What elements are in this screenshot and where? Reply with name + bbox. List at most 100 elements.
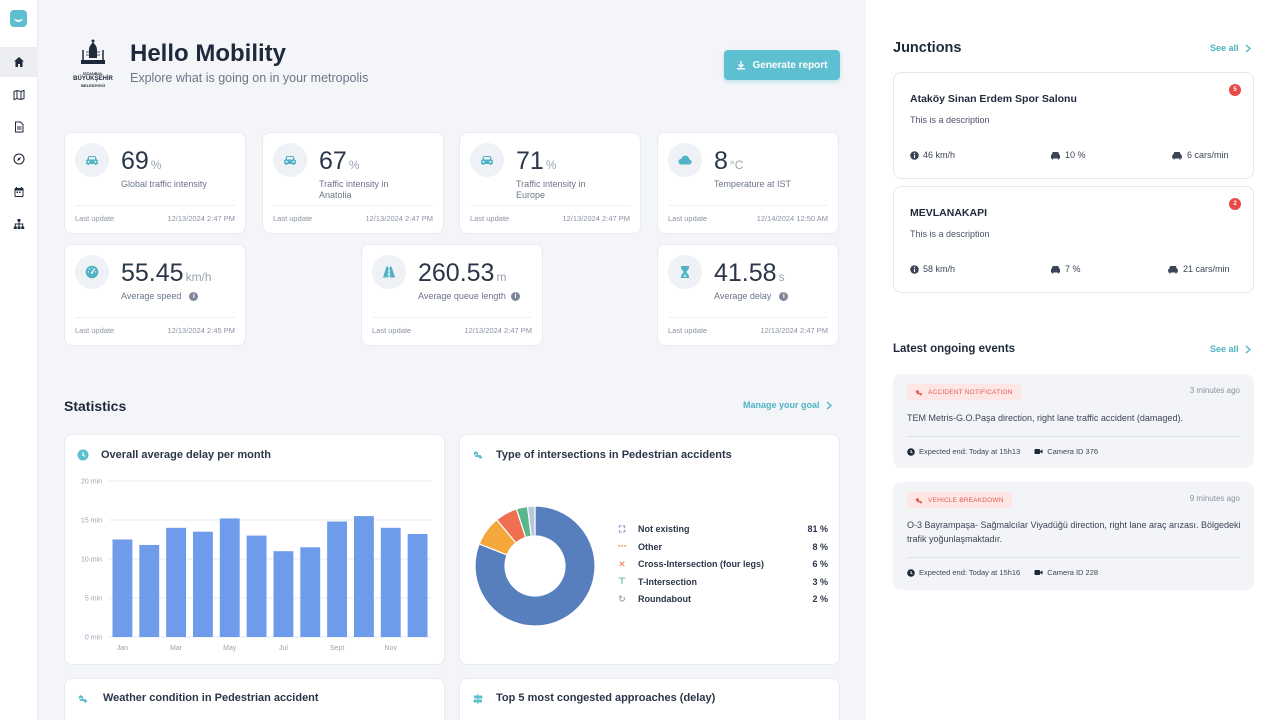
calendar-icon bbox=[14, 187, 24, 197]
junction-alert-badge: 5 bbox=[1229, 84, 1241, 96]
kpi-icon-wrap bbox=[668, 143, 702, 177]
kpi-label: Traffic intensity in Europe bbox=[516, 179, 586, 200]
info-icon[interactable]: i bbox=[779, 292, 789, 302]
legend-label: Not existing bbox=[638, 524, 690, 534]
kpi-value: 67% bbox=[319, 147, 360, 175]
car-icon bbox=[284, 156, 296, 165]
cars-icon bbox=[1168, 265, 1178, 273]
x-tick-label: Sept bbox=[330, 645, 344, 652]
legend-icon: ↻ bbox=[618, 593, 626, 604]
sidebar-item-calendar[interactable] bbox=[0, 177, 38, 207]
pedestrian-accident-icon bbox=[473, 451, 483, 459]
chevron-right-icon bbox=[826, 401, 832, 409]
kpi-icon-wrap bbox=[273, 143, 307, 177]
x-tick-label: Jan bbox=[117, 645, 128, 652]
x-tick-label: May bbox=[223, 645, 237, 652]
kpi-value: 260.53 m bbox=[418, 259, 507, 287]
y-tick-label: 0 min bbox=[85, 635, 102, 642]
legend-label: Cross-Intersection (four legs) bbox=[638, 559, 765, 569]
camera-icon bbox=[1034, 449, 1043, 454]
clock-icon bbox=[907, 447, 915, 456]
accident-icon bbox=[915, 497, 923, 503]
compass-icon bbox=[13, 153, 25, 165]
bar bbox=[300, 547, 321, 637]
clock-icon bbox=[77, 449, 89, 461]
junction-alert-badge: 2 bbox=[1229, 198, 1241, 210]
kpi-value: 55.45 km/h bbox=[121, 259, 212, 287]
road-icon bbox=[383, 266, 395, 278]
info-icon bbox=[910, 150, 919, 160]
junction-name: Ataköy Sinan Erdem Spor Salonu bbox=[910, 93, 1077, 105]
kpi-footer: Last update 12/13/2024 2:47 PM bbox=[470, 205, 630, 223]
legend-percent: 8 % bbox=[812, 541, 828, 552]
event-card[interactable]: VEHICLE BREAKDOWN 9 minutes ago O-3 Bayr… bbox=[893, 482, 1254, 590]
manage-goal-link[interactable]: Manage your goal bbox=[743, 400, 832, 410]
bar bbox=[219, 518, 240, 637]
junction-cars-rate: 21 cars/min bbox=[1167, 264, 1230, 274]
legend-percent: 6 % bbox=[812, 559, 828, 569]
weather-accident-card: Weather condition in Pedestrian accident bbox=[64, 678, 445, 720]
info-icon[interactable]: i bbox=[510, 292, 520, 302]
kpi-card-anatolia-intensity: 67% Traffic intensity in Anatolia Last u… bbox=[262, 132, 444, 234]
vehicle-icon bbox=[1051, 265, 1060, 273]
main-content: İSTANBUL BÜYÜKŞEHİR BELEDİYESİ Hello Mob… bbox=[38, 0, 866, 720]
bar bbox=[407, 534, 428, 637]
kpi-value: 8 °C bbox=[714, 147, 744, 175]
sidebar-item-documents[interactable] bbox=[0, 112, 38, 142]
kpi-card-queue-length: 260.53 m Average queue length i Last updat… bbox=[361, 244, 543, 346]
kpi-icon-wrap bbox=[372, 255, 406, 289]
intersection-donut-chart bbox=[474, 505, 596, 627]
chevron-right-icon bbox=[1245, 44, 1251, 52]
generate-report-button[interactable]: Generate report bbox=[724, 50, 840, 80]
junction-truck-share: 10 % bbox=[1050, 150, 1086, 160]
kpi-label: Global traffic intensity bbox=[121, 179, 207, 189]
sidebar-item-home[interactable] bbox=[0, 47, 38, 77]
events-title: Latest ongoing events bbox=[893, 343, 1016, 355]
junction-speed: 46 km/h bbox=[910, 150, 955, 160]
congested-chart-title: Top 5 most congested approaches (delay) bbox=[496, 692, 716, 704]
home-icon bbox=[14, 57, 24, 67]
kpi-footer: Last update 12/13/2024 2:47 PM bbox=[273, 205, 433, 223]
info-icon[interactable]: i bbox=[189, 292, 199, 302]
brand-line-3: BELEDİYESİ bbox=[81, 83, 105, 88]
bar bbox=[246, 535, 267, 637]
junction-card[interactable]: MEVLANAKAPI 2 This is a description 58 k… bbox=[893, 186, 1254, 293]
event-text: TEM Metris-G.O.Paşa direction, right lan… bbox=[907, 413, 1183, 423]
sidebar bbox=[0, 0, 38, 720]
event-card[interactable]: ACCIDENT NOTIFICATION 3 minutes ago TEM … bbox=[893, 374, 1254, 468]
events-see-all-link[interactable]: See all bbox=[1210, 344, 1251, 354]
signpost-icon bbox=[473, 694, 483, 704]
generate-report-label: Generate report bbox=[752, 59, 828, 71]
legend-percent: 3 % bbox=[812, 576, 828, 587]
bar bbox=[166, 527, 187, 637]
kpi-footer: Last update 12/13/2024 2:47 PM bbox=[668, 317, 828, 335]
app-logo[interactable] bbox=[10, 10, 27, 27]
sidebar-item-network[interactable] bbox=[0, 209, 38, 239]
kpi-label: Traffic intensity in Anatolia bbox=[319, 179, 389, 200]
brand-line-1: İSTANBUL bbox=[83, 71, 103, 76]
sidebar-item-explore[interactable] bbox=[0, 144, 38, 174]
y-tick-label: 5 min bbox=[85, 596, 102, 603]
kpi-label: Average speed i bbox=[121, 291, 241, 302]
hourglass-icon bbox=[681, 266, 689, 278]
delay-chart-title: Overall average delay per month bbox=[101, 449, 271, 461]
junction-name: MEVLANAKAPI bbox=[910, 207, 988, 219]
event-time: 9 minutes ago bbox=[1189, 494, 1240, 503]
legend-icon: ⊤ bbox=[617, 576, 627, 586]
bar bbox=[139, 544, 160, 637]
junctions-see-all-link[interactable]: See all bbox=[1210, 43, 1251, 53]
legend-item: ✕ Cross-Intersection (four legs) 6 % bbox=[616, 557, 828, 571]
kpi-footer: Last update 12/14/2024 12:50 AM bbox=[668, 205, 828, 223]
sidebar-item-map[interactable] bbox=[0, 80, 38, 110]
y-tick-label: 10 min bbox=[81, 557, 102, 564]
event-expected-end: Expected end: Today at 15h13 bbox=[907, 447, 1020, 456]
donut-slice bbox=[474, 505, 596, 627]
legend-icon: ⛶ bbox=[618, 523, 626, 534]
legend-label: Other bbox=[638, 541, 663, 552]
pedestrian-intersection-card: Type of intersections in Pedestrian acci… bbox=[459, 434, 840, 665]
map-icon bbox=[13, 89, 25, 101]
kpi-card-temperature: 8 °C Temperature at IST Last update 12/14/… bbox=[657, 132, 839, 234]
kpi-value: 41.58 s bbox=[714, 259, 785, 287]
legend-percent: 2 % bbox=[812, 594, 828, 604]
junction-card[interactable]: Ataköy Sinan Erdem Spor Salonu 5 This is… bbox=[893, 72, 1254, 179]
